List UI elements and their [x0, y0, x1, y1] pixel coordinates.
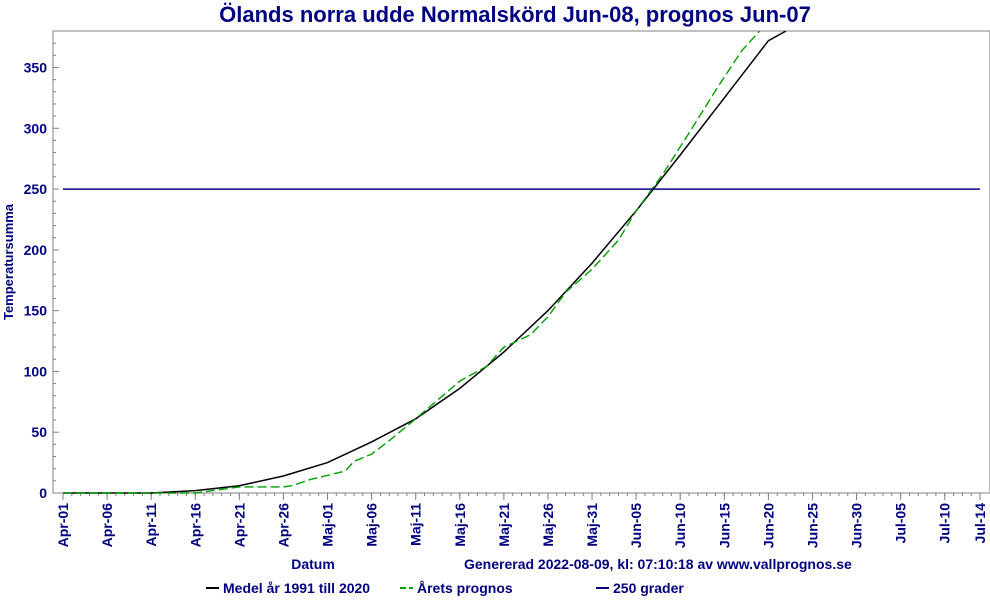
x-tick-label: Jul-05: [893, 503, 909, 544]
x-tick-label: Maj-21: [496, 503, 512, 547]
x-tick-label: Maj-26: [540, 503, 556, 547]
series-lines: [63, 31, 980, 494]
mean-series-line: [63, 31, 787, 494]
x-tick-label: Maj-01: [320, 503, 336, 547]
y-axis: 0 50 100 150 200 250 300 350: [24, 30, 59, 501]
y-tick-label: 300: [24, 120, 48, 136]
x-tick-label: Apr-16: [187, 503, 203, 548]
x-tick-label: Maj-16: [452, 503, 468, 547]
y-tick-label: 150: [24, 303, 48, 319]
x-tick-label: Jun-15: [716, 503, 732, 548]
plot-frame: [52, 30, 990, 494]
x-axis: Apr-01 Apr-06 Apr-11 Apr-16 Apr-21 Apr-26 Maj-…: [53, 492, 990, 548]
x-tick-label: Jun-30: [849, 503, 865, 548]
legend-item-forecast-label: Årets prognos: [417, 580, 513, 596]
x-tick-label: Jun-10: [672, 503, 688, 548]
x-tick-label: Apr-06: [99, 503, 115, 548]
x-tick-label: Jun-25: [804, 503, 820, 548]
chart-title: Ölands norra udde Normalskörd Jun-08, pr…: [219, 2, 811, 27]
legend-item-threshold-label: 250 grader: [613, 580, 684, 596]
y-tick-label: 50: [31, 424, 47, 440]
legend-item-mean-label: Medel år 1991 till 2020: [223, 580, 370, 596]
y-tick-label: 100: [24, 363, 48, 379]
y-tick-label: 0: [39, 485, 47, 501]
x-tick-label: Jul-14: [972, 503, 988, 544]
x-tick-label: Apr-11: [143, 503, 159, 547]
x-axis-label: Datum: [291, 556, 335, 572]
x-tick-label: Apr-01: [55, 503, 71, 548]
generated-note: Genererad 2022-08-09, kl: 07:10:18 av ww…: [464, 556, 852, 572]
y-tick-label: 350: [24, 59, 48, 75]
x-tick-label: Maj-11: [408, 503, 424, 546]
y-tick-label: 200: [24, 242, 48, 258]
legend: Medel år 1991 till 2020 Årets prognos 250 …: [206, 580, 684, 596]
y-axis-label: Temperatursumma: [1, 203, 16, 320]
x-tick-label: Maj-06: [364, 503, 380, 547]
x-tick-label: Jun-20: [760, 503, 776, 548]
x-tick-label: Jun-05: [628, 503, 644, 548]
x-tick-label: Maj-31: [584, 503, 600, 547]
forecast-series-line: [63, 31, 761, 494]
y-tick-label: 250: [24, 181, 48, 197]
x-tick-label: Apr-26: [275, 503, 291, 548]
x-tick-label: Apr-21: [231, 503, 247, 548]
x-tick-label: Jul-10: [937, 503, 953, 544]
